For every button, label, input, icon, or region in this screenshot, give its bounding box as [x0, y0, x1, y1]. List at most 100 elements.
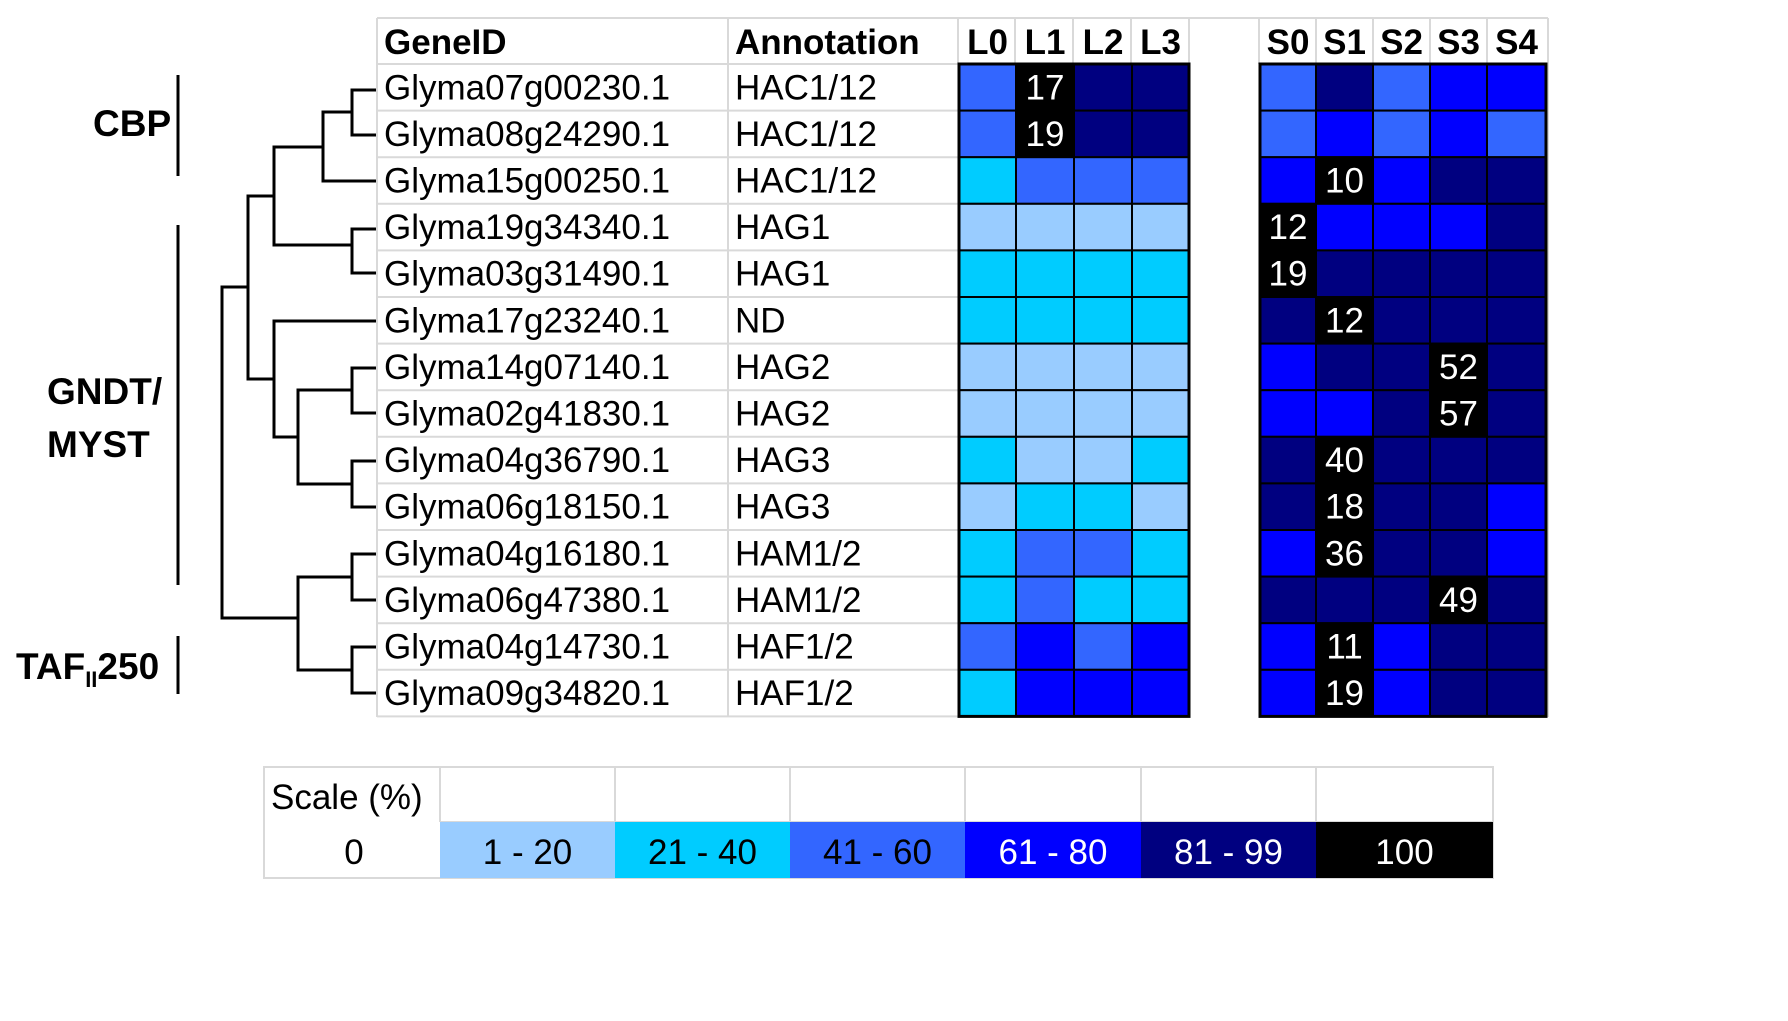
l-cell — [958, 296, 1017, 345]
s-cell — [1486, 575, 1547, 625]
s-cell-label: 57 — [1439, 395, 1478, 434]
l-cell — [958, 622, 1017, 671]
annotation: HAF1/2 — [735, 628, 854, 667]
s-cell — [1315, 389, 1374, 438]
l-cell — [1073, 668, 1133, 718]
l-cell — [958, 342, 1017, 392]
s-cell — [1315, 202, 1374, 252]
l-cell — [1131, 622, 1190, 671]
s-cell — [1372, 435, 1431, 485]
table-grid — [376, 17, 1549, 717]
l-cell — [1131, 668, 1190, 718]
l-cell — [1073, 389, 1133, 438]
s-cell — [1429, 202, 1488, 252]
s-cell — [1372, 622, 1431, 671]
s-cell — [1315, 529, 1374, 578]
annotation: ND — [735, 301, 786, 340]
l-cell — [1131, 63, 1190, 112]
annotation: HAG2 — [735, 348, 830, 387]
gene-id: Glyma17g23240.1 — [384, 301, 670, 340]
l-cell — [1015, 109, 1075, 159]
l-cell — [1015, 156, 1075, 205]
s-cell — [1315, 575, 1374, 625]
l-cell-label: 17 — [1026, 68, 1065, 107]
s-cell — [1315, 342, 1374, 392]
l-cell — [1015, 575, 1075, 625]
legend-swatch — [615, 822, 790, 878]
l-cell — [1015, 435, 1075, 485]
legend-label: 81 - 99 — [1174, 833, 1283, 872]
s-cell — [1429, 249, 1488, 298]
s-cell — [1372, 202, 1431, 252]
l-cell — [1073, 202, 1133, 252]
group-label-taf: TAFII250 — [16, 646, 159, 692]
l-cell — [1131, 249, 1190, 298]
s-cell — [1372, 109, 1431, 159]
s-cell — [1429, 342, 1488, 392]
l-cell — [1073, 156, 1133, 205]
s-cell — [1429, 622, 1488, 671]
s-cell-label: 36 — [1325, 534, 1364, 573]
l-cell — [1015, 202, 1075, 252]
gene-id: Glyma04g16180.1 — [384, 534, 670, 573]
l-cell — [958, 63, 1017, 112]
l-cell — [1015, 482, 1075, 531]
s-cell — [1429, 529, 1488, 578]
l-cell — [1015, 622, 1075, 671]
s-cell — [1429, 482, 1488, 531]
s-cell — [1486, 529, 1547, 578]
s-cell — [1372, 156, 1431, 205]
l-cell — [1073, 482, 1133, 531]
s-cell — [1486, 668, 1547, 718]
geneid-header: GeneID — [384, 23, 507, 62]
s-cell — [1259, 482, 1317, 531]
legend-label: 61 - 80 — [999, 833, 1108, 872]
annotation: HAM1/2 — [735, 581, 861, 620]
group-label-gndt: GNDT/ — [47, 371, 162, 412]
s-cell — [1259, 109, 1317, 159]
l-column-header: L1 — [1025, 23, 1066, 62]
legend-label: 41 - 60 — [823, 833, 932, 872]
scale-legend: Scale (%) 0 1 - 20 21 - 40 41 - 60 61 - 80 81… — [263, 766, 1494, 879]
legend-label: 0 — [344, 833, 363, 872]
s-cell — [1372, 529, 1431, 578]
s-cell — [1486, 622, 1547, 671]
s-column-headers: S0 S1 S2 S3 S4 — [1267, 23, 1539, 62]
annotation: HAF1/2 — [735, 674, 854, 713]
annotation: HAC1/12 — [735, 115, 877, 154]
annotation: HAG3 — [735, 441, 830, 480]
s-cell — [1486, 202, 1547, 252]
l-cell — [958, 435, 1017, 485]
gene-id: Glyma06g18150.1 — [384, 488, 670, 527]
l-cell — [1073, 109, 1133, 159]
gene-id: Glyma15g00250.1 — [384, 162, 670, 201]
s-cell — [1429, 668, 1488, 718]
annotation-header: Annotation — [735, 23, 920, 62]
gene-id: Glyma06g47380.1 — [384, 581, 670, 620]
l-cell — [1131, 202, 1190, 252]
s-cell — [1259, 202, 1317, 252]
s-cell — [1259, 435, 1317, 485]
l-cell — [1131, 389, 1190, 438]
annotation: HAG2 — [735, 395, 830, 434]
l-cell — [1131, 575, 1190, 625]
group-label-taf-main: TAF — [16, 646, 85, 687]
s-cell — [1259, 622, 1317, 671]
l-cell — [1015, 529, 1075, 578]
gene-id: Glyma14g07140.1 — [384, 348, 670, 387]
legend-swatch — [1316, 822, 1493, 878]
row-text: Glyma07g00230.1 HAC1/12 Glyma08g24290.1 HAC… — [384, 68, 877, 713]
group-label-taf-suffix: 250 — [97, 646, 159, 687]
l-cell — [1073, 296, 1133, 345]
annotation: HAM1/2 — [735, 534, 861, 573]
legend-title: Scale (%) — [271, 778, 423, 817]
group-label-cbp: CBP — [93, 103, 171, 144]
s-cell-label: 11 — [1326, 628, 1362, 667]
row-lines — [377, 63, 958, 718]
s-cell-label: 12 — [1325, 301, 1364, 340]
l-cell — [1073, 575, 1133, 625]
s-cell — [1372, 575, 1431, 625]
group-label-myst: MYST — [47, 424, 150, 465]
gene-id: Glyma04g36790.1 — [384, 441, 670, 480]
